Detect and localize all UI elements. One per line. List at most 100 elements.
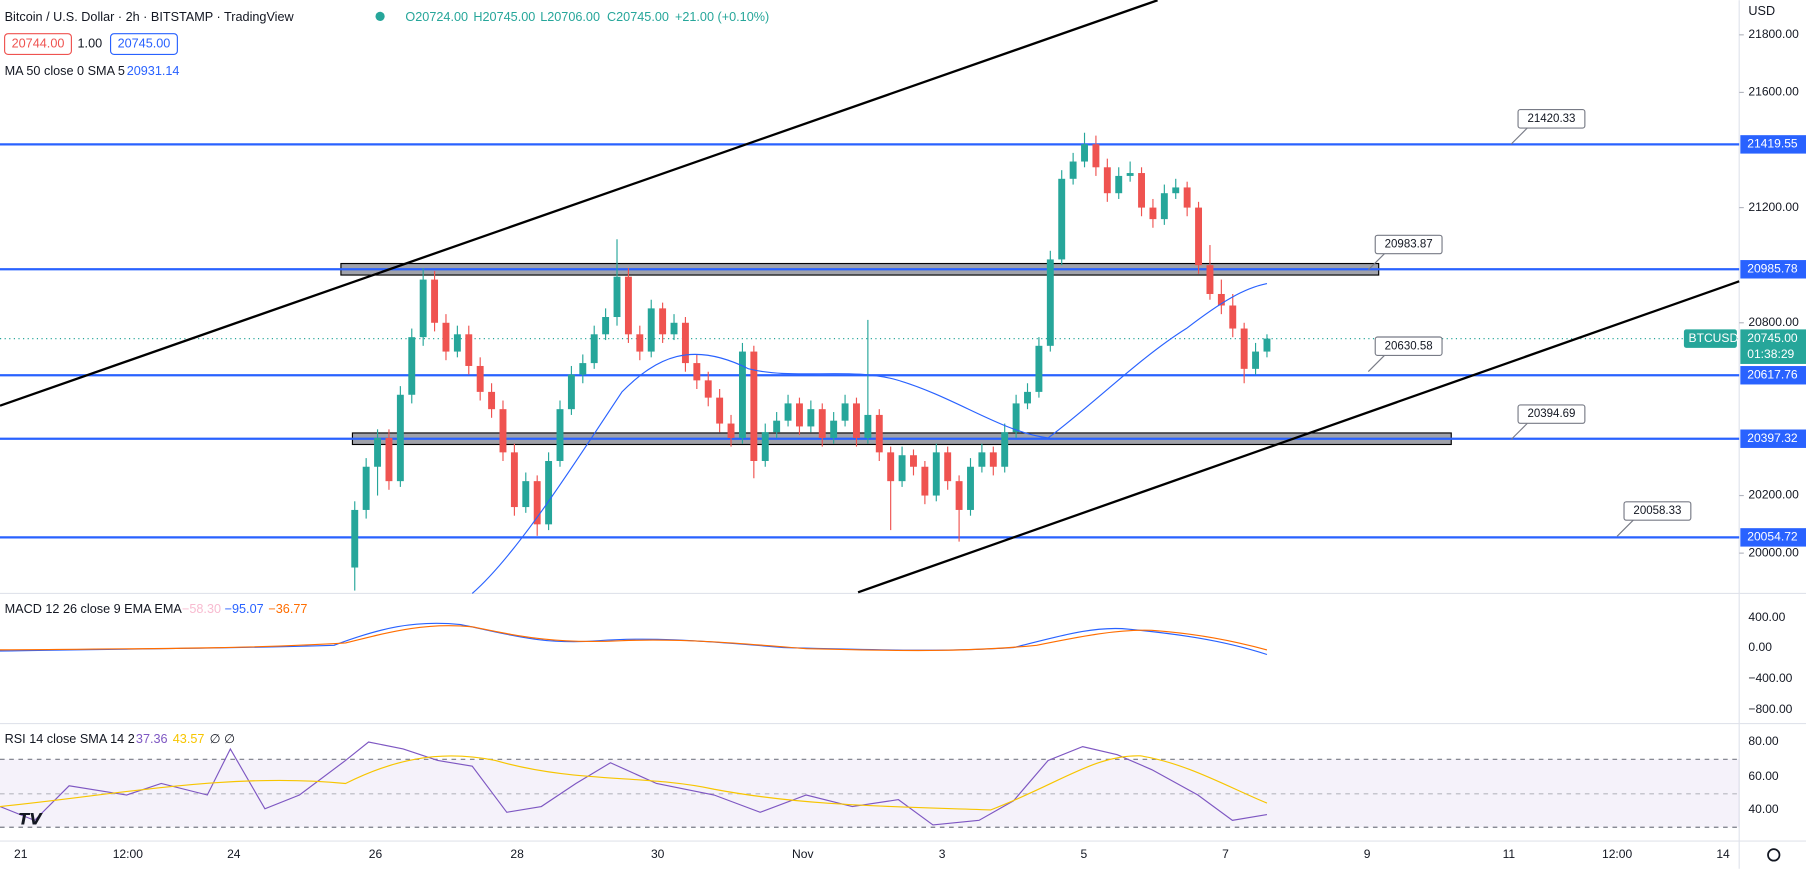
level-axis-label: 20617.76 xyxy=(1747,367,1798,381)
buy-button[interactable] xyxy=(109,33,178,55)
level-axis-label: 20397.32 xyxy=(1747,431,1798,445)
candle-body xyxy=(670,322,678,335)
channel-upper xyxy=(0,0,1158,407)
candle-body xyxy=(613,276,621,318)
sell-price[interactable]: 20744.00 xyxy=(12,36,65,50)
callout-box xyxy=(1374,234,1443,255)
ma-label: MA 50 close 0 SMA 5 xyxy=(5,64,125,78)
candle-body xyxy=(465,334,473,366)
candle-body xyxy=(602,317,610,335)
rsi-sma-line xyxy=(0,755,1268,811)
level-axis-box xyxy=(1740,366,1806,385)
macd-label: MACD 12 26 close 9 EMA EMA xyxy=(5,602,183,616)
candle-body xyxy=(362,466,370,510)
candle-body xyxy=(898,455,906,482)
rsi-tick-label: 60.00 xyxy=(1748,769,1779,783)
callout-pointer xyxy=(1367,355,1385,372)
candle-body xyxy=(408,337,416,395)
candle-body xyxy=(864,414,872,438)
level-axis-label: 20985.78 xyxy=(1747,261,1798,275)
callout-pointer xyxy=(1367,253,1385,271)
time-label: 21 xyxy=(14,847,28,861)
countdown: 01:38:29 xyxy=(1747,347,1794,361)
symbol: Bitcoin / U.S. Dollar · 2h · BITSTAMP · … xyxy=(5,10,295,24)
time-label: 7 xyxy=(1222,847,1229,861)
candle-body xyxy=(442,322,450,352)
candle-body xyxy=(510,452,518,508)
y-tick-label: 20200.00 xyxy=(1748,488,1799,502)
candle-body xyxy=(1172,187,1180,194)
candle-body xyxy=(681,322,689,364)
candle-body xyxy=(875,414,883,453)
callout-box xyxy=(1374,336,1443,357)
channel-lower xyxy=(857,280,1740,594)
candle-body xyxy=(1058,178,1066,260)
currency[interactable]: USD xyxy=(1748,4,1775,18)
candle-body xyxy=(1092,144,1100,168)
candle-body xyxy=(955,481,963,510)
candle-body xyxy=(910,455,917,467)
settings-icon[interactable] xyxy=(1767,848,1781,862)
last-price-box xyxy=(1740,329,1806,364)
candle-body xyxy=(807,409,815,427)
last-price-label: 20745.00 xyxy=(1747,331,1798,345)
status-dot xyxy=(375,11,385,22)
candle-body xyxy=(784,403,792,421)
time-label: 5 xyxy=(1080,847,1087,861)
candle-body xyxy=(1160,193,1168,220)
sell-button[interactable] xyxy=(4,33,72,55)
candle-body xyxy=(431,279,439,323)
candle-body xyxy=(1126,173,1134,176)
macd-value: −95.07 xyxy=(225,602,264,616)
ohlc-high: H20745.00 xyxy=(473,10,535,24)
candle-body xyxy=(351,509,359,568)
callout-box xyxy=(1517,404,1586,424)
candle-body xyxy=(989,452,997,467)
candle-body xyxy=(647,308,655,352)
candle-body xyxy=(704,380,712,398)
candle-body xyxy=(1001,432,1009,467)
time-label: Nov xyxy=(792,847,813,861)
callout-label: 20630.58 xyxy=(1385,340,1433,352)
candle-body xyxy=(1263,338,1271,352)
level-axis-box xyxy=(1740,260,1806,279)
candle-body xyxy=(396,394,404,482)
axes: 21800.00 21600.00 21200.00 20800.00 20200.00… xyxy=(14,27,1806,861)
macd-signal-value: −36.77 xyxy=(268,602,307,616)
candle-body xyxy=(693,363,701,381)
candle-body xyxy=(385,437,393,482)
candle-body xyxy=(818,409,826,438)
y-tick-label: 20000.00 xyxy=(1748,545,1799,559)
macd-tick-label: −800.00 xyxy=(1748,702,1792,716)
level-axis-label: 21419.55 xyxy=(1747,137,1798,151)
rsi-tick-label: 40.00 xyxy=(1748,802,1779,816)
rsi-value: 37.36 xyxy=(136,732,168,746)
rsi-line xyxy=(0,741,1268,826)
macd-hist-value: −58.30 xyxy=(182,602,221,616)
candle-body xyxy=(773,420,781,433)
candle-body xyxy=(716,397,724,424)
callout-box xyxy=(1517,109,1586,129)
time-label: 11 xyxy=(1503,847,1516,861)
candle-body xyxy=(419,279,427,338)
candle-body xyxy=(1240,328,1248,369)
buy-price[interactable]: 20745.00 xyxy=(118,36,171,50)
candle-body xyxy=(499,409,507,453)
y-tick-label: 20800.00 xyxy=(1748,315,1799,329)
candle-body xyxy=(887,452,895,482)
macd-tick-label: −400.00 xyxy=(1748,671,1792,685)
ma-line xyxy=(471,283,1268,594)
y-tick-label: 21600.00 xyxy=(1748,85,1799,99)
ohlc-open: O20724.00 xyxy=(405,10,468,24)
candle-body xyxy=(1103,167,1111,194)
candle-body xyxy=(795,403,803,427)
ohlc-low: L20706.00 xyxy=(540,10,600,24)
callout-pointer xyxy=(1510,422,1528,440)
signal-line xyxy=(0,625,1268,652)
candle-body xyxy=(932,452,940,496)
y-tick-label: 21200.00 xyxy=(1748,200,1799,214)
time-label: 14 xyxy=(1716,847,1730,861)
candle-body xyxy=(1206,265,1214,294)
candle-body xyxy=(1115,175,1123,194)
